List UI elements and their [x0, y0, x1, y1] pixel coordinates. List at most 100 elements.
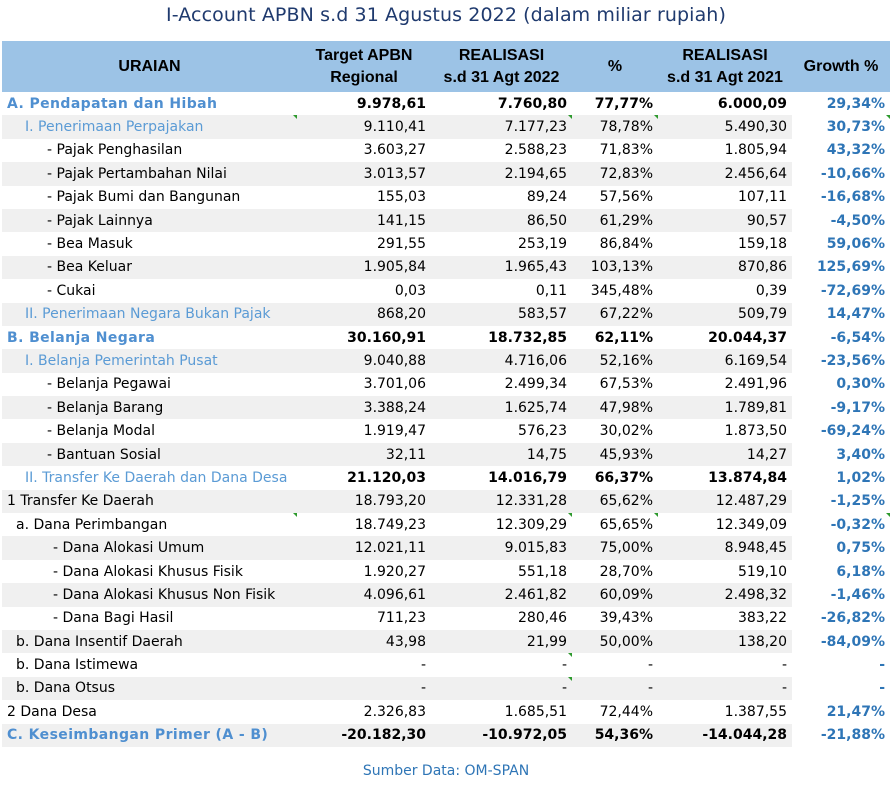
source-note: Sumber Data: OM-SPAN	[362, 763, 530, 779]
table-row: - Dana Alokasi Umum 12.021,11 9.015,83 75,0…	[2, 536, 890, 560]
apbn-table: URAIAN Target APBN Regional REALISASI s.d …	[2, 41, 890, 747]
row-label: - Pajak Bumi dan Bangunan	[47, 189, 241, 206]
growth-cell: 6,18%	[836, 563, 885, 580]
table-row: - Pajak Bumi dan Bangunan 155,03 89,24 57,5…	[2, 186, 890, 209]
realisasi-2022-cell: 2.499,34	[504, 376, 567, 393]
percent-cell: 86,84%	[599, 236, 653, 253]
realisasi-2021-cell: 6.169,54	[658, 349, 792, 373]
realisasi-2022-cell: 280,46	[518, 610, 567, 627]
realisasi-2021-cell: 870,86	[658, 255, 792, 280]
row-label: II. Penerimaan Negara Bukan Pajak	[2, 302, 297, 326]
realisasi-2022-cell: 18.732,85	[488, 329, 567, 346]
percent-cell: 78,78%	[572, 115, 658, 139]
growth-cell: 0,30%	[836, 376, 885, 393]
realisasi-2022-cell: 253,19	[518, 236, 567, 253]
realisasi-2021-cell: 8.948,45	[658, 536, 792, 560]
percent-cell: 72,83%	[572, 162, 658, 186]
table-row: - Bea Masuk 291,55 253,19 86,84% 159,18 59,06…	[2, 232, 890, 255]
realisasi-2021-cell: 1.805,94	[724, 142, 787, 159]
percent-cell: -	[572, 676, 658, 701]
realisasi-2022-cell: 2.194,65	[431, 162, 572, 186]
target-cell: 1.920,27	[363, 563, 426, 580]
percent-cell: 67,53%	[599, 376, 653, 393]
percent-cell: 39,43%	[599, 610, 653, 627]
percent-cell: 71,83%	[599, 142, 653, 159]
target-cell: -	[420, 657, 426, 674]
realisasi-2022-cell: 576,23	[518, 423, 567, 440]
row-label: 1 Transfer Ke Daerah	[2, 489, 297, 514]
target-cell: 0,03	[394, 282, 426, 299]
row-label: - Bea Keluar	[2, 255, 297, 280]
row-label: - Dana Alokasi Khusus Non Fisik	[2, 583, 297, 607]
growth-cell: 29,34%	[826, 95, 885, 112]
table-row: b. Dana Otsus - - - - -	[2, 676, 890, 701]
row-label: - Belanja Modal	[47, 423, 155, 440]
row-label: - Cukai	[47, 282, 96, 299]
row-label: b. Dana Insentif Daerah	[2, 629, 297, 654]
header-realisasi-2022: REALISASI s.d 31 Agt 2022	[431, 41, 572, 92]
table-row: A. Pendapatan dan Hibah 9.978,61 7.760,80 7…	[2, 92, 890, 115]
percent-cell: 54,36%	[572, 723, 658, 747]
growth-cell: 0,75%	[792, 536, 890, 560]
percent-cell: 28,70%	[599, 563, 653, 580]
growth-cell: -10,66%	[792, 162, 890, 186]
target-cell: 18.749,23	[354, 516, 426, 533]
realisasi-2021-cell: 2.491,96	[724, 376, 787, 393]
table-row: - Bea Keluar 1.905,84 1.965,43 103,13% 870,8…	[2, 255, 890, 280]
table-row: - Cukai 0,03 0,11 345,48% 0,39 -72,69%	[2, 279, 890, 302]
realisasi-2021-cell: 1.789,81	[658, 396, 792, 420]
realisasi-2022-cell: 4.716,06	[431, 349, 572, 373]
header-growth: Growth %	[792, 41, 890, 92]
target-cell: 3.603,27	[363, 142, 426, 159]
growth-cell: 59,06%	[826, 236, 885, 253]
growth-cell: -72,69%	[820, 282, 885, 299]
header-realisasi-2021: REALISASI s.d 31 Agt 2021	[658, 41, 792, 92]
table-row: - Dana Bagi Hasil 711,23 280,46 39,43% 383,2…	[2, 607, 890, 630]
percent-cell: 67,22%	[572, 302, 658, 326]
realisasi-2021-cell: 509,79	[658, 302, 792, 326]
percent-cell: 30,02%	[599, 423, 653, 440]
percent-cell: 52,16%	[572, 349, 658, 373]
target-cell: 3.013,57	[297, 162, 431, 186]
table-row: 1 Transfer Ke Daerah 18.793,20 12.331,28 65…	[2, 489, 890, 514]
realisasi-2022-cell: 2.588,23	[504, 142, 567, 159]
percent-cell: 65,65%	[572, 513, 658, 536]
table-row: - Dana Alokasi Khusus Non Fisik 4.096,61 2…	[2, 583, 890, 607]
percent-cell: 75,00%	[572, 536, 658, 560]
row-label: b. Dana Istimewa	[16, 657, 139, 674]
realisasi-2022-cell: 12.331,28	[431, 489, 572, 514]
realisasi-2022-cell: 0,11	[535, 282, 567, 299]
target-cell: 4.096,61	[297, 583, 431, 607]
table-row: 2 Dana Desa 2.326,83 1.685,51 72,44% 1.387,5…	[2, 700, 890, 723]
target-cell: 21.120,03	[347, 469, 426, 486]
target-cell: 9.040,88	[297, 349, 431, 373]
growth-cell: 3,40%	[792, 442, 890, 467]
row-label: - Dana Bagi Hasil	[53, 610, 174, 627]
growth-cell: -26,82%	[820, 610, 885, 627]
percent-cell: 50,00%	[572, 629, 658, 654]
table-row: - Dana Alokasi Khusus Fisik 1.920,27 551,1…	[2, 560, 890, 583]
target-cell: -	[297, 676, 431, 701]
growth-cell: -16,68%	[820, 189, 885, 206]
target-cell: 12.021,11	[297, 536, 431, 560]
realisasi-2021-cell: 159,18	[738, 236, 787, 253]
realisasi-2021-cell: -	[781, 657, 787, 674]
target-cell: 291,55	[377, 236, 426, 253]
realisasi-2022-cell: 7.177,23	[431, 115, 572, 139]
realisasi-2021-cell: 1.387,55	[724, 703, 787, 720]
growth-cell: 21,47%	[826, 703, 885, 720]
row-label: - Bantuan Sosial	[2, 442, 297, 467]
row-label: I. Penerimaan Perpajakan	[2, 115, 297, 139]
target-cell: 868,20	[297, 302, 431, 326]
row-label: - Bea Masuk	[47, 236, 133, 253]
realisasi-2021-cell: 90,57	[658, 208, 792, 233]
realisasi-2022-cell: 2.461,82	[431, 583, 572, 607]
growth-cell: -0,32%	[792, 513, 890, 536]
target-cell: 3.701,06	[363, 376, 426, 393]
growth-cell: 125,69%	[792, 255, 890, 280]
realisasi-2021-cell: 13.874,84	[708, 469, 787, 486]
realisasi-2022-cell: 14.016,79	[488, 469, 567, 486]
target-cell: 9.110,41	[297, 115, 431, 139]
table-row: b. Dana Insentif Daerah 43,98 21,99 50,00% 1…	[2, 629, 890, 654]
page-title: I-Account APBN s.d 31 Agustus 2022 (dala…	[166, 4, 726, 26]
